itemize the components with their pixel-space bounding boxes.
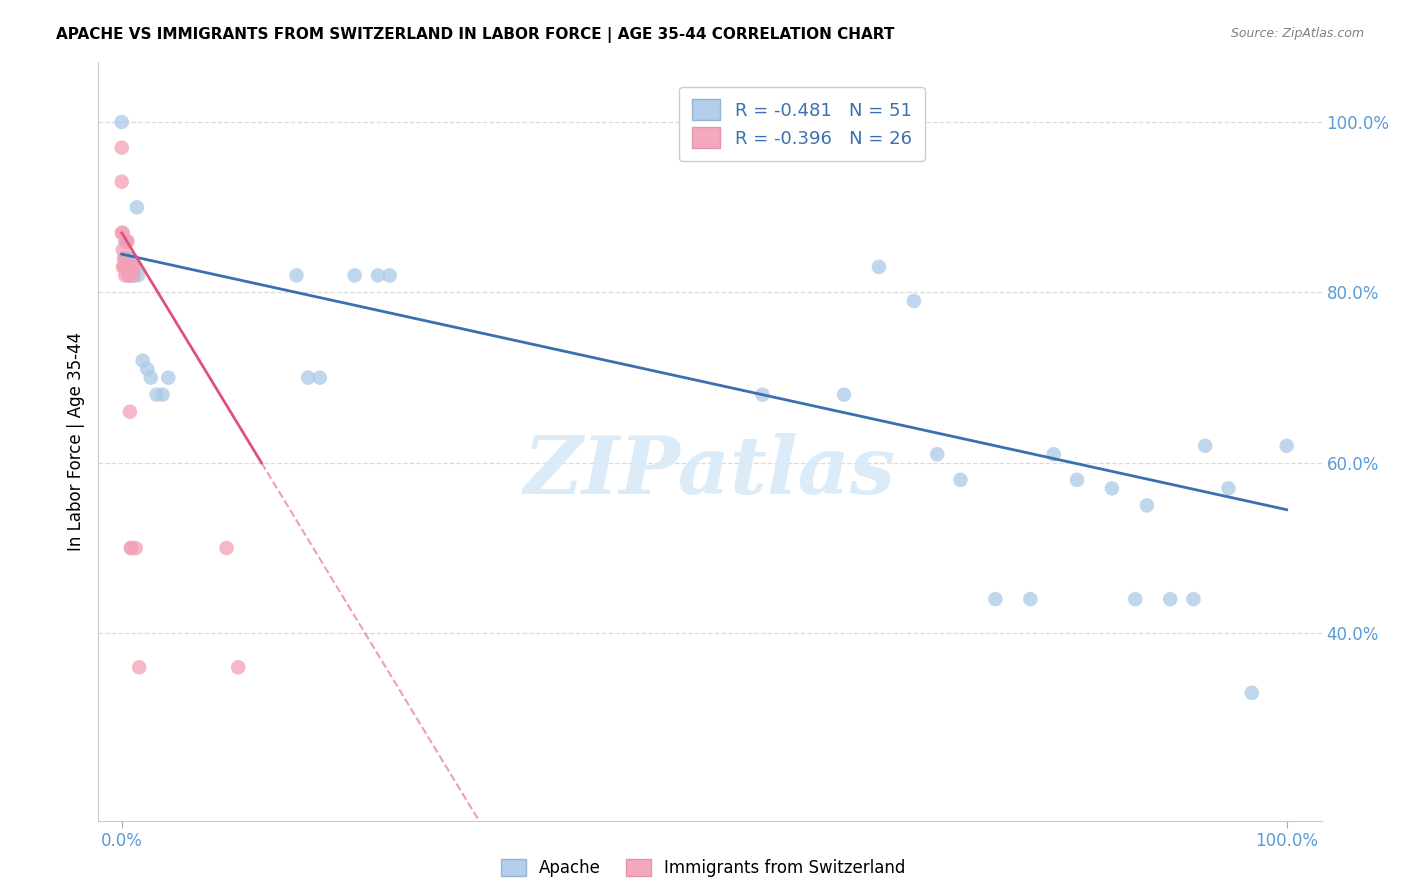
Legend: Apache, Immigrants from Switzerland: Apache, Immigrants from Switzerland xyxy=(494,852,912,884)
Point xyxy=(117,235,139,249)
Point xyxy=(118,405,141,419)
Y-axis label: In Labor Force | Age 35-44: In Labor Force | Age 35-44 xyxy=(66,332,84,551)
Point xyxy=(121,260,143,274)
Point xyxy=(122,268,145,283)
Point xyxy=(114,235,136,249)
Point xyxy=(1136,499,1159,513)
Point xyxy=(118,260,141,274)
Point xyxy=(1101,482,1123,496)
Point xyxy=(114,268,136,283)
Point xyxy=(367,268,389,283)
Point xyxy=(832,387,855,401)
Point xyxy=(115,252,138,266)
Point xyxy=(122,260,145,274)
Point xyxy=(120,541,142,555)
Point xyxy=(120,268,142,283)
Text: Source: ZipAtlas.com: Source: ZipAtlas.com xyxy=(1230,27,1364,40)
Point xyxy=(1275,439,1298,453)
Point xyxy=(984,592,1007,607)
Point xyxy=(114,252,136,266)
Point xyxy=(297,370,319,384)
Point xyxy=(125,200,148,214)
Point xyxy=(117,260,139,274)
Point xyxy=(1159,592,1181,607)
Point xyxy=(1182,592,1205,607)
Point xyxy=(1123,592,1146,607)
Point xyxy=(111,260,134,274)
Point xyxy=(903,293,925,308)
Point xyxy=(111,115,134,129)
Point xyxy=(111,243,134,257)
Point xyxy=(122,260,145,274)
Point xyxy=(117,252,139,266)
Point xyxy=(122,268,145,283)
Point xyxy=(127,268,149,283)
Point xyxy=(1042,447,1064,461)
Point xyxy=(927,447,949,461)
Point xyxy=(128,660,150,674)
Point xyxy=(118,252,141,266)
Point xyxy=(152,387,174,401)
Point xyxy=(145,387,167,401)
Point xyxy=(751,387,773,401)
Point xyxy=(115,235,138,249)
Point xyxy=(131,353,153,368)
Point xyxy=(157,370,180,384)
Point xyxy=(125,541,148,555)
Point xyxy=(868,260,890,274)
Point xyxy=(226,660,249,674)
Point xyxy=(1240,686,1263,700)
Point xyxy=(1194,439,1216,453)
Text: APACHE VS IMMIGRANTS FROM SWITZERLAND IN LABOR FORCE | AGE 35-44 CORRELATION CHA: APACHE VS IMMIGRANTS FROM SWITZERLAND IN… xyxy=(56,27,894,43)
Point xyxy=(112,252,135,266)
Point xyxy=(1019,592,1042,607)
Point xyxy=(118,268,141,283)
Point xyxy=(215,541,238,555)
Point xyxy=(121,260,143,274)
Point xyxy=(111,175,134,189)
Point xyxy=(111,226,134,240)
Point xyxy=(111,226,134,240)
Point xyxy=(1066,473,1088,487)
Point xyxy=(118,268,141,283)
Point xyxy=(285,268,308,283)
Legend: R = -0.481   N = 51, R = -0.396   N = 26: R = -0.481 N = 51, R = -0.396 N = 26 xyxy=(679,87,925,161)
Point xyxy=(125,260,148,274)
Point xyxy=(949,473,972,487)
Point xyxy=(139,370,162,384)
Point xyxy=(118,268,141,283)
Point xyxy=(120,541,142,555)
Point xyxy=(308,370,330,384)
Point xyxy=(120,260,142,274)
Point xyxy=(118,260,141,274)
Point xyxy=(378,268,401,283)
Text: ZIPatlas: ZIPatlas xyxy=(524,434,896,510)
Point xyxy=(114,260,136,274)
Point xyxy=(115,260,138,274)
Point xyxy=(343,268,366,283)
Point xyxy=(1218,482,1240,496)
Point xyxy=(136,362,159,376)
Point xyxy=(117,260,139,274)
Point xyxy=(112,260,135,274)
Point xyxy=(111,141,134,155)
